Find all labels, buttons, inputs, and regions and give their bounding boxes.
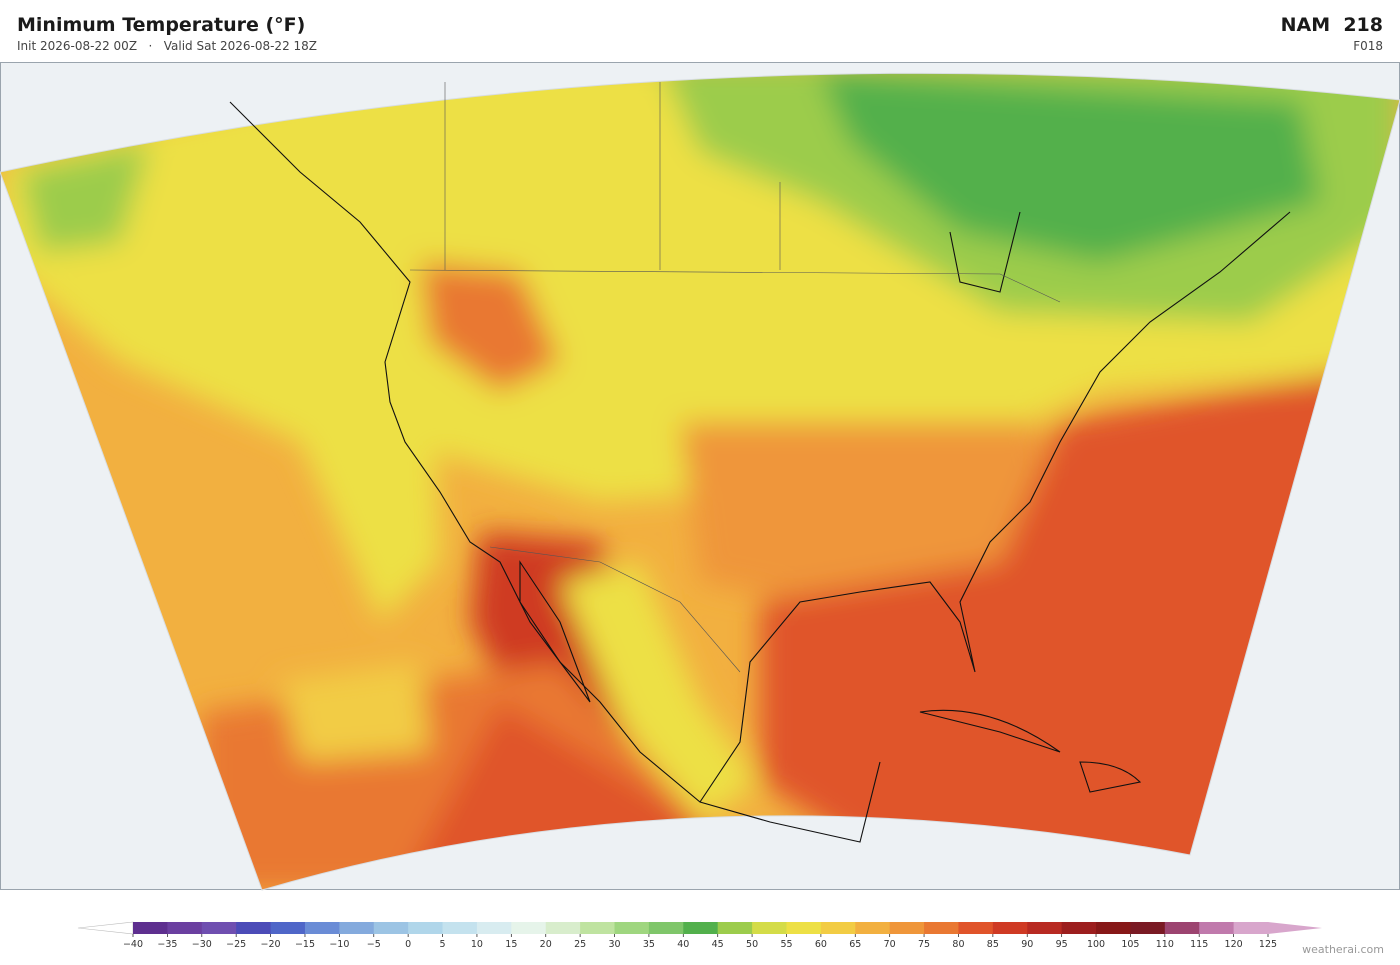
colorbar-segment <box>1130 922 1166 934</box>
colorbar-segment <box>958 922 994 934</box>
colorbar-tick-label: 5 <box>440 939 446 947</box>
colorbar-tick-label: 10 <box>471 939 483 947</box>
colorbar-segment <box>201 922 237 934</box>
colorbar-tick-label: 65 <box>849 939 861 947</box>
forecast-hour: F018 <box>1353 39 1383 53</box>
map <box>0 62 1400 891</box>
colorbar-segment <box>339 922 375 934</box>
colorbar-tick-label: 50 <box>746 939 758 947</box>
watermark: weatherai.com <box>1302 943 1384 956</box>
colorbar-segment <box>511 922 547 934</box>
colorbar-tick-label: 105 <box>1121 939 1139 947</box>
colorbar-segment <box>924 922 959 934</box>
colorbar-segment <box>648 922 684 934</box>
colorbar-tick-label: −15 <box>295 939 315 947</box>
colorbar-segment <box>133 922 168 934</box>
colorbar-tick-label: 35 <box>643 939 655 947</box>
colorbar-tick-label: 20 <box>540 939 552 947</box>
colorbar-tick-label: −35 <box>157 939 177 947</box>
colorbar-tick-label: 40 <box>677 939 689 947</box>
colorbar-segment <box>236 922 272 934</box>
colorbar-tick-label: 80 <box>952 939 964 947</box>
colorbar-segment <box>1233 922 1269 934</box>
colorbar-tick-label: 120 <box>1225 939 1243 947</box>
colorbar-segment <box>408 922 444 934</box>
colorbar-segment <box>717 922 753 934</box>
colorbar-tick-label: 55 <box>780 939 792 947</box>
temperature-field <box>0 73 1400 890</box>
colorbar-segment <box>545 922 581 934</box>
colorbar-tick-label: 75 <box>918 939 930 947</box>
colorbar-segment <box>1164 922 1200 934</box>
colorbar-segment <box>1027 922 1063 934</box>
colorbar-segment <box>1061 922 1097 934</box>
model-name: NAM 218 <box>1280 14 1383 36</box>
colorbar-over <box>1268 922 1322 934</box>
colorbar-tick-label: 30 <box>608 939 620 947</box>
colorbar-segment <box>304 922 340 934</box>
colorbar-segment <box>614 922 650 934</box>
colorbar-tick-label: 95 <box>1056 939 1068 947</box>
colorbar-segment <box>752 922 787 934</box>
run-info: Init 2026-08-22 00Z · Valid Sat 2026-08-… <box>17 39 318 53</box>
map-title: Minimum Temperature (°F) <box>17 14 306 36</box>
colorbar-segment <box>167 922 203 934</box>
colorbar-tick-label: −20 <box>261 939 281 947</box>
colorbar-tick-label: 125 <box>1259 939 1277 947</box>
colorbar-segment <box>683 922 719 934</box>
colorbar-tick-label: −30 <box>192 939 212 947</box>
colorbar-tick-label: 85 <box>987 939 999 947</box>
colorbar-segment <box>786 922 822 934</box>
colorbar-segment <box>476 922 512 934</box>
colorbar-tick-label: 115 <box>1190 939 1208 947</box>
colorbar-segment <box>1096 922 1131 934</box>
colorbar-under <box>77 921 134 935</box>
colorbar-segment <box>270 922 306 934</box>
colorbar: −40 −35 −30 −25 −20 −15 −10 −5 0 5 10 15 20 25 30 35 40 4… <box>77 921 1322 947</box>
colorbar-segment <box>889 922 925 934</box>
colorbar-segment <box>1199 922 1235 934</box>
colorbar-tick-label: 110 <box>1156 939 1174 947</box>
colorbar-tick-label: 70 <box>884 939 896 947</box>
colorbar-segment <box>992 922 1028 934</box>
borders <box>409 82 1061 673</box>
colorbar-tick-label: 60 <box>815 939 827 947</box>
colorbar-tick-label: 45 <box>712 939 724 947</box>
colorbar-tick-label: −25 <box>226 939 246 947</box>
colorbar-segment <box>855 922 891 934</box>
colorbar-tick-label: 100 <box>1087 939 1105 947</box>
colorbar-tick-label: 0 <box>405 939 411 947</box>
coastlines <box>229 101 1291 843</box>
colorbar-tick-label: 15 <box>505 939 517 947</box>
colorbar-segment <box>580 922 616 934</box>
colorbar-tick-label: 25 <box>574 939 586 947</box>
colorbar-tick-label: −10 <box>329 939 349 947</box>
colorbar-segment <box>442 922 478 934</box>
colorbar-segment <box>373 922 409 934</box>
colorbar-tick-label: −5 <box>367 939 381 947</box>
colorbar-tick-label: 90 <box>1021 939 1033 947</box>
colorbar-segment <box>820 922 856 934</box>
colorbar-tick-label: −40 <box>123 939 143 947</box>
